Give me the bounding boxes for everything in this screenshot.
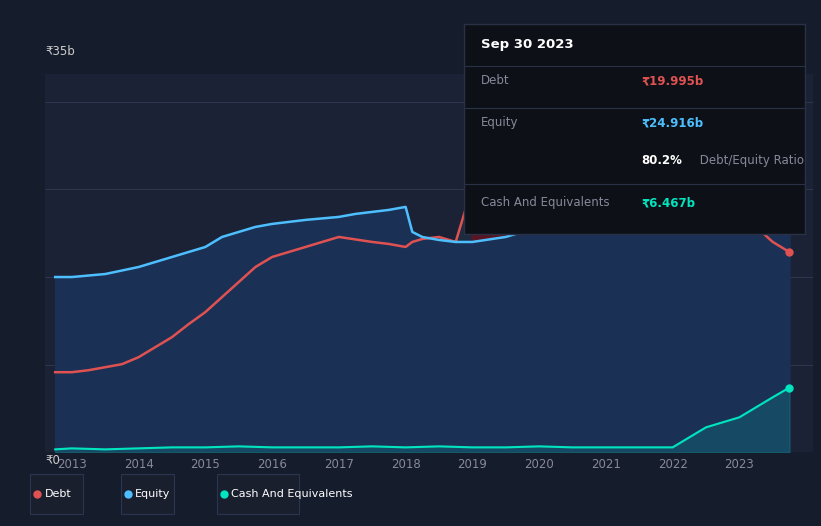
FancyBboxPatch shape	[30, 474, 84, 514]
Text: Cash And Equivalents: Cash And Equivalents	[481, 196, 609, 209]
Text: ₹24.916b: ₹24.916b	[641, 116, 703, 129]
Text: ₹19.995b: ₹19.995b	[641, 74, 704, 87]
Text: Equity: Equity	[135, 489, 171, 500]
FancyBboxPatch shape	[121, 474, 174, 514]
FancyBboxPatch shape	[217, 474, 300, 514]
Text: Sep 30 2023: Sep 30 2023	[481, 38, 574, 52]
Text: ₹6.467b: ₹6.467b	[641, 196, 695, 209]
Text: ₹0: ₹0	[45, 454, 60, 467]
Text: Equity: Equity	[481, 116, 518, 129]
Text: Debt: Debt	[44, 489, 71, 500]
Text: 80.2%: 80.2%	[641, 154, 682, 167]
Text: ₹35b: ₹35b	[45, 45, 75, 58]
Text: Debt: Debt	[481, 74, 510, 87]
Text: Cash And Equivalents: Cash And Equivalents	[232, 489, 353, 500]
Text: Debt/Equity Ratio: Debt/Equity Ratio	[695, 154, 804, 167]
